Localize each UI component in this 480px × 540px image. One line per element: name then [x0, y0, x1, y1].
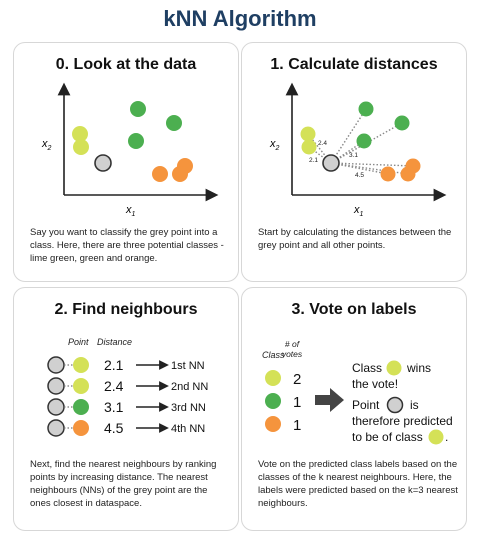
lime-point	[428, 429, 444, 445]
scatter-plot: x2 x1	[41, 82, 219, 218]
x-axis-label: x1	[125, 204, 136, 218]
panel-caption: Say you want to classify the grey point …	[30, 227, 224, 265]
distance-label: 4.5	[355, 172, 364, 179]
neighbour-row: 2.1 1st NN	[47, 356, 205, 374]
neighbour-ranking: Point Distance 2.1 1st NN 2.4 2nd NN 3.1	[47, 337, 208, 437]
orange-point	[265, 416, 281, 432]
column-header-point: Point	[68, 337, 89, 347]
lime-point	[73, 378, 89, 394]
rank-label: 1st NN	[171, 360, 205, 372]
grey-point	[47, 377, 65, 395]
green-point	[73, 399, 89, 415]
green-point	[358, 101, 374, 117]
green-point	[128, 133, 144, 149]
orange-point	[380, 166, 396, 182]
result-text: the vote!	[352, 377, 398, 391]
vote-count: 1	[293, 394, 301, 411]
result-text: to be of class	[352, 430, 423, 444]
lime-point	[72, 126, 88, 142]
orange-point	[73, 420, 89, 436]
lime-point	[301, 139, 317, 155]
result-text: Class	[352, 361, 382, 375]
green-point	[166, 115, 182, 131]
distance-value: 2.1	[104, 357, 124, 373]
panel-title: 1. Calculate distances	[270, 56, 438, 73]
grey-point	[322, 154, 340, 172]
panel-caption: Start by calculating the distances betwe…	[258, 227, 452, 252]
lime-point	[265, 370, 281, 386]
panel-find-neighbours: 2. Find neighbours Point Distance 2.1 1s…	[13, 287, 239, 531]
distance-value: 4.5	[104, 420, 124, 436]
distance-value: 3.1	[104, 399, 124, 415]
panel-caption: Vote on the predicted class labels based…	[258, 459, 458, 510]
vote-count: 1	[293, 417, 301, 434]
orange-point	[400, 166, 416, 182]
neighbour-row: 4.5 4th NN	[47, 419, 205, 437]
distance-label: 2.4	[318, 140, 327, 147]
column-header-distance: Distance	[97, 337, 132, 347]
neighbour-row: 2.4 2nd NN	[47, 377, 208, 395]
orange-point	[172, 166, 188, 182]
vote-count: 2	[293, 371, 301, 388]
result-text: wins	[406, 361, 431, 375]
result-text: .	[445, 430, 448, 444]
panel-title: 0. Look at the data	[55, 56, 197, 73]
distance-label: 2.1	[309, 157, 318, 164]
panel-look-at-data: 0. Look at the data x2 x1 Say you want t…	[13, 42, 239, 282]
rank-label: 2nd NN	[171, 381, 208, 393]
page-title: kNN Algorithm	[163, 6, 317, 31]
neighbour-row: 3.1 3rd NN	[47, 398, 206, 416]
panel-title: 2. Find neighbours	[54, 301, 198, 318]
lime-point	[73, 139, 89, 155]
distance-value: 2.4	[104, 378, 124, 394]
green-point	[265, 393, 281, 409]
lime-point	[73, 357, 89, 373]
y-axis-label: x2	[41, 138, 52, 152]
grey-point	[386, 396, 404, 414]
grey-point	[94, 154, 112, 172]
green-point	[394, 115, 410, 131]
panel-caption: Next, find the nearest neighbours by ran…	[30, 459, 217, 510]
rank-label: 3rd NN	[171, 402, 206, 414]
panel-vote-on-labels: 3. Vote on labels Class # of votes 2 1 1…	[241, 287, 467, 531]
green-point	[356, 133, 372, 149]
orange-point	[152, 166, 168, 182]
column-header-votes: votes	[282, 349, 303, 359]
result-text: therefore predicted	[352, 414, 453, 428]
distance-plot: x2 x1 2.4 2.1 3.1 4.5	[269, 82, 447, 218]
y-axis-label: x2	[269, 138, 280, 152]
grey-point	[47, 398, 65, 416]
lime-point	[386, 360, 402, 376]
rank-label: 4th NN	[171, 423, 205, 435]
arrow-icon	[315, 388, 344, 412]
result-text: is	[410, 398, 419, 412]
grey-point	[47, 419, 65, 437]
grey-point	[47, 356, 65, 374]
distance-label: 3.1	[349, 152, 358, 159]
x-axis-label: x1	[353, 204, 364, 218]
column-header-votes: # of	[285, 339, 301, 349]
panel-title: 3. Vote on labels	[291, 301, 417, 318]
column-header-class: Class	[262, 350, 285, 360]
green-point	[130, 101, 146, 117]
lime-point	[300, 126, 316, 142]
result-text: Point	[352, 398, 380, 412]
vote-table: Class # of votes 2 1 1 Class wins the vo…	[262, 339, 453, 445]
panel-calculate-distances: 1. Calculate distances x2 x1 2.	[241, 42, 467, 282]
